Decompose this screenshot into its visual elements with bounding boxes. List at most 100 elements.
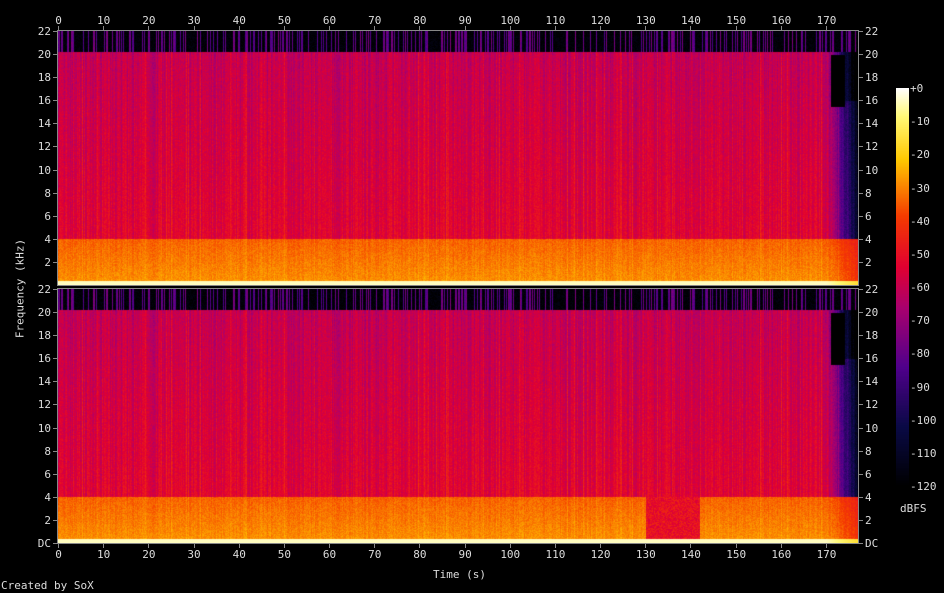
x-tick-label: 160	[771, 548, 792, 561]
y-tick-label-right: 8	[865, 444, 872, 458]
y-tick-mark	[859, 31, 863, 32]
x-tick-label: 80	[413, 548, 427, 561]
x-tick-mark	[600, 544, 602, 548]
y-tick-mark	[859, 192, 863, 194]
y-tick-mark	[859, 381, 863, 383]
y-tick-mark	[53, 404, 57, 406]
y-tick-label-right: 14	[865, 375, 879, 389]
y-tick-label: 14	[37, 375, 51, 389]
x-tick-mark	[419, 26, 421, 30]
spectrogram-channel-2	[58, 289, 858, 543]
y-tick-label: 22	[37, 283, 51, 296]
colorbar-tick-label: -80	[910, 347, 930, 361]
x-tick-label: 110	[545, 14, 566, 27]
x-tick-label: 140	[681, 548, 701, 561]
y-axis-label: Frequency (kHz)	[13, 238, 27, 339]
y-tick-mark	[859, 289, 863, 290]
x-tick-label: 50	[277, 14, 291, 27]
y-tick-mark	[53, 261, 57, 263]
x-tick-mark	[374, 26, 376, 30]
y-tick-mark	[53, 31, 57, 32]
y-tick-label-right: 6	[865, 209, 872, 223]
y-tick-mark	[859, 335, 863, 337]
y-tick-label: 8	[44, 186, 51, 200]
y-tick-label: 4	[44, 490, 51, 504]
y-tick-mark	[859, 146, 863, 148]
y-tick-mark	[53, 54, 57, 56]
colorbar-tick-label: -40	[910, 214, 930, 228]
x-tick-mark	[554, 26, 556, 30]
x-tick-label: 130	[635, 548, 656, 561]
x-tick-label: 60	[322, 548, 337, 561]
y-tick-label: 20	[37, 48, 51, 62]
x-tick-mark	[103, 544, 105, 548]
x-tick-mark	[826, 544, 827, 548]
x-tick-label: 150	[726, 14, 747, 27]
x-tick-mark	[554, 544, 556, 548]
y-tick-mark	[859, 261, 863, 263]
x-tick-label: 140	[681, 14, 701, 27]
x-tick-mark	[645, 544, 647, 548]
y-tick-mark	[53, 77, 57, 79]
y-tick-label: 8	[44, 444, 51, 458]
y-tick-mark	[53, 146, 57, 148]
x-tick-label: 0	[55, 548, 62, 561]
created-by-footer: Created by SoX	[1, 579, 94, 592]
colorbar-tick-label: -50	[910, 247, 930, 261]
y-tick-label-right: 2	[865, 513, 872, 527]
x-tick-label: 100	[500, 14, 521, 27]
y-tick-label: 4	[44, 232, 51, 246]
x-tick-mark	[780, 26, 782, 30]
y-tick-mark	[53, 192, 57, 194]
x-tick-mark	[329, 26, 331, 30]
x-tick-mark	[238, 26, 240, 30]
y-tick-label-right: 6	[865, 467, 872, 481]
y-tick-label: 10	[37, 421, 51, 435]
colorbar-tick-label: -10	[910, 115, 930, 129]
x-tick-label: 80	[413, 14, 427, 27]
colorbar-tick-label: -70	[910, 314, 930, 328]
x-tick-label: 90	[458, 548, 472, 561]
x-tick-label: 70	[368, 548, 382, 561]
x-tick-label: 170	[816, 14, 837, 27]
y-tick-label-right: 2	[865, 255, 872, 269]
x-tick-mark	[690, 26, 692, 30]
x-tick-mark	[600, 26, 602, 30]
y-tick-mark	[53, 289, 57, 290]
y-tick-label: 16	[37, 352, 51, 366]
x-tick-label: 10	[97, 14, 111, 27]
y-tick-label-right: 4	[865, 490, 872, 504]
x-tick-mark	[419, 544, 421, 548]
y-tick-label-right: 10	[865, 421, 879, 435]
y-tick-mark	[859, 473, 863, 475]
x-tick-label: 170	[816, 548, 837, 561]
colorbar	[896, 88, 909, 487]
y-tick-mark	[53, 381, 57, 383]
x-tick-mark	[103, 26, 105, 30]
y-tick-mark	[859, 54, 863, 56]
y-tick-mark	[53, 123, 57, 125]
y-tick-mark	[53, 427, 57, 429]
x-tick-mark	[464, 26, 466, 30]
y-tick-mark	[859, 496, 863, 498]
x-tick-mark	[780, 544, 782, 548]
y-tick-mark	[859, 450, 863, 452]
y-tick-mark	[53, 473, 57, 475]
y-tick-label-right: 16	[865, 352, 879, 366]
x-tick-mark	[509, 544, 511, 548]
y-tick-label-right: 8	[865, 186, 872, 200]
x-tick-mark	[329, 544, 331, 548]
y-tick-label-right: 14	[865, 117, 879, 131]
y-tick-label: 2	[44, 255, 51, 269]
y-tick-mark	[53, 169, 57, 171]
y-tick-mark	[859, 358, 863, 360]
y-tick-mark	[53, 335, 57, 337]
y-tick-mark	[859, 543, 863, 544]
y-tick-mark	[859, 215, 863, 217]
y-tick-mark	[53, 100, 57, 102]
y-tick-label: 22	[37, 25, 51, 38]
x-tick-label: 100	[500, 548, 521, 561]
y-tick-label: 14	[37, 117, 51, 131]
x-tick-mark	[148, 544, 150, 548]
x-tick-mark	[735, 544, 737, 548]
